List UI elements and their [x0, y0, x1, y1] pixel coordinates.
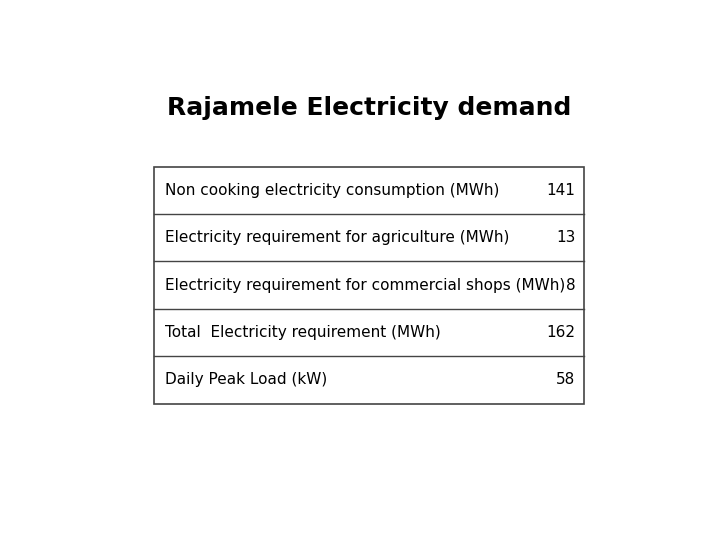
Text: 141: 141 — [546, 183, 575, 198]
Text: Non cooking electricity consumption (MWh): Non cooking electricity consumption (MWh… — [166, 183, 500, 198]
Text: Daily Peak Load (kW): Daily Peak Load (kW) — [166, 373, 328, 388]
Text: 13: 13 — [556, 230, 575, 245]
Bar — [154, 167, 584, 404]
Text: 162: 162 — [546, 325, 575, 340]
Text: Electricity requirement for commercial shops (MWh): Electricity requirement for commercial s… — [166, 278, 566, 293]
Text: 58: 58 — [557, 373, 575, 388]
Text: Rajamele Electricity demand: Rajamele Electricity demand — [167, 97, 571, 120]
Text: 8: 8 — [566, 278, 575, 293]
Text: Total  Electricity requirement (MWh): Total Electricity requirement (MWh) — [166, 325, 441, 340]
Text: Electricity requirement for agriculture (MWh): Electricity requirement for agriculture … — [166, 230, 510, 245]
